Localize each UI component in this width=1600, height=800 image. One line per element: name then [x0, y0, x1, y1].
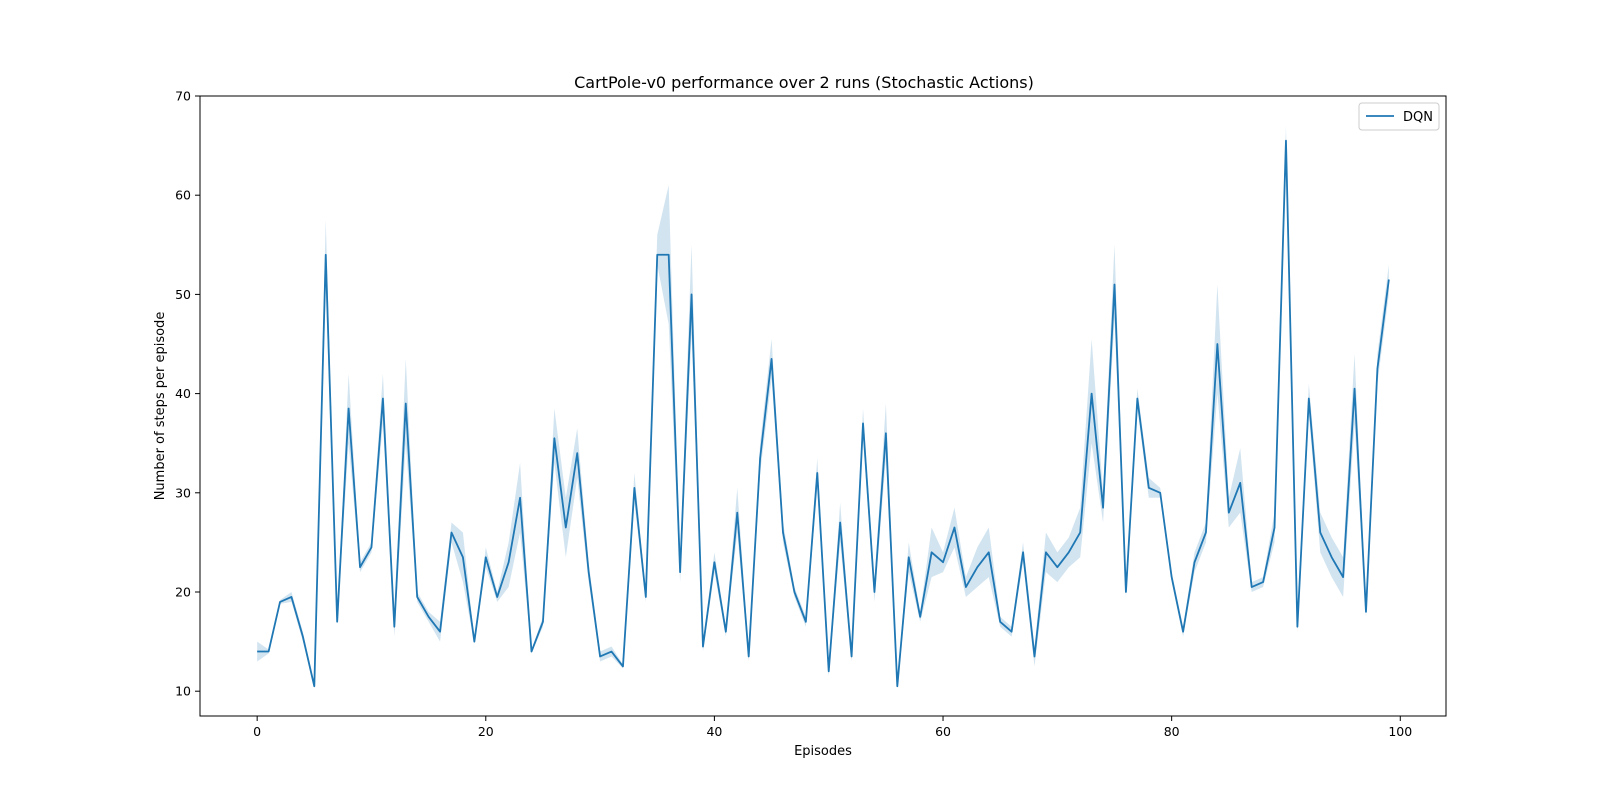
x-tick-label: 80 — [1164, 724, 1180, 739]
x-axis: 0 20 40 60 80 100 — [253, 716, 1412, 739]
plot-frame — [199, 95, 1447, 717]
x-tick-label: 60 — [935, 724, 951, 739]
legend-box — [1358, 102, 1440, 131]
legend-label-dqn: DQN — [1403, 110, 1433, 125]
x-tick-label: 100 — [1388, 724, 1412, 739]
y-tick-label: 10 — [175, 684, 191, 699]
y-axis-label: Number of steps per episode — [153, 312, 168, 501]
y-axis: 10 20 30 40 50 60 70 — [175, 89, 200, 699]
y-tick-label: 40 — [175, 386, 191, 401]
x-axis-label: Episodes — [794, 744, 852, 759]
legend: DQN — [1358, 102, 1440, 131]
series-line-dqn — [257, 139, 1390, 688]
y-tick-label: 30 — [175, 485, 191, 500]
y-tick-label: 50 — [175, 287, 191, 302]
x-tick-label: 0 — [253, 724, 261, 739]
x-tick-label: 40 — [706, 724, 722, 739]
y-tick-label: 20 — [175, 585, 191, 600]
chart-title: CartPole-v0 performance over 2 runs (Sto… — [574, 73, 1034, 92]
x-tick-label: 20 — [478, 724, 494, 739]
series-line-layer — [257, 139, 1390, 688]
y-tick-label: 70 — [175, 89, 191, 104]
y-tick-label: 60 — [175, 188, 191, 203]
